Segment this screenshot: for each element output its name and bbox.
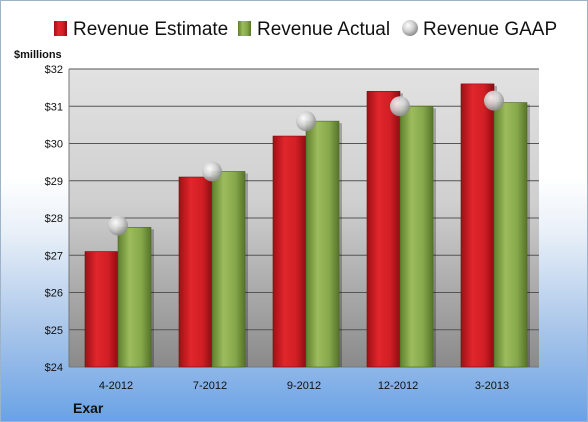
bar-revenue-actual — [117, 227, 152, 368]
marker-revenue-gaap — [484, 90, 504, 111]
y-axis-ticks: $24 $25 $26 $27 $28 $29 $30 $31 $32 — [45, 64, 63, 374]
marker-revenue-gaap — [296, 111, 316, 132]
marker-revenue-gaap — [108, 215, 128, 236]
gaap-markers — [108, 90, 504, 236]
legend-swatch-actual — [238, 21, 251, 36]
y-tick-label: $24 — [45, 362, 63, 374]
marker-revenue-gaap — [202, 161, 222, 182]
bar-revenue-actual — [211, 171, 246, 368]
x-tick-label: 12-2012 — [378, 380, 418, 392]
x-axis-ticks: 4-2012 7-2012 9-2012 12-2012 3-2013 — [99, 380, 509, 392]
legend-swatch-gaap — [402, 20, 418, 36]
y-tick-label: $27 — [45, 250, 63, 262]
bars — [84, 83, 530, 368]
bar-revenue-estimate — [272, 135, 307, 368]
unit-label: $millions — [14, 49, 62, 61]
y-tick-label: $28 — [45, 213, 63, 225]
legend-label-gaap: Revenue GAAP — [423, 19, 557, 40]
y-tick-label: $26 — [45, 288, 63, 300]
bar-revenue-estimate — [460, 83, 495, 368]
bar-revenue-actual — [493, 102, 528, 368]
legend: Revenue Estimate Revenue Actual Revenue … — [54, 19, 557, 40]
bar-revenue-estimate — [84, 251, 119, 368]
x-tick-label: 9-2012 — [287, 380, 321, 392]
bar-revenue-actual — [305, 120, 340, 368]
company-label: Exar — [73, 400, 104, 416]
x-tick-label: 3-2013 — [475, 380, 509, 392]
legend-swatch-estimate — [54, 21, 67, 36]
y-tick-label: $31 — [45, 101, 63, 113]
y-tick-label: $25 — [45, 325, 63, 337]
y-tick-label: $30 — [45, 139, 63, 151]
marker-revenue-gaap — [390, 96, 410, 117]
y-tick-label: $29 — [45, 176, 63, 188]
bar-revenue-estimate — [366, 91, 401, 368]
legend-label-estimate: Revenue Estimate — [73, 19, 228, 40]
bar-revenue-estimate — [178, 176, 213, 368]
x-tick-label: 7-2012 — [193, 380, 227, 392]
legend-label-actual: Revenue Actual — [257, 19, 390, 40]
x-tick-label: 4-2012 — [99, 380, 133, 392]
bar-revenue-actual — [399, 105, 434, 368]
y-tick-label: $32 — [45, 64, 63, 76]
